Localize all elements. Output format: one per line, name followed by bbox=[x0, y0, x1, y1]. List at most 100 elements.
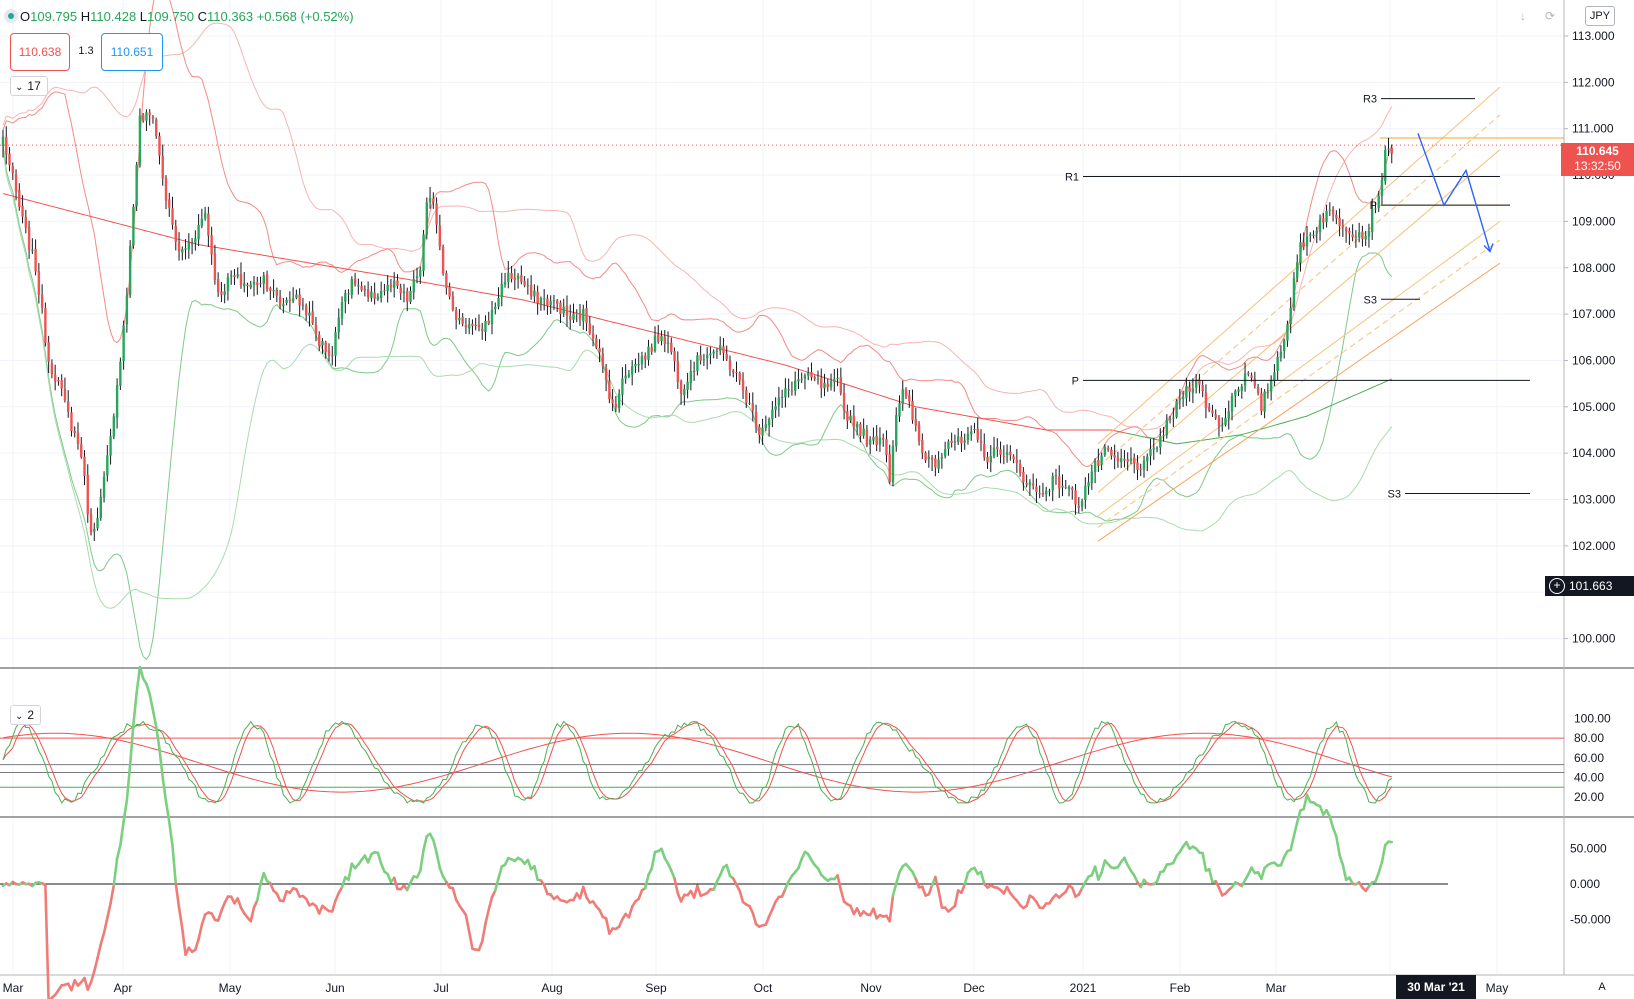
candle-body bbox=[1282, 340, 1286, 352]
change-value: +0.568 (+0.52%) bbox=[256, 9, 354, 24]
candle-body bbox=[1299, 242, 1302, 263]
momentum-segment bbox=[914, 877, 921, 889]
candle-body bbox=[1064, 486, 1067, 488]
momentum-segment bbox=[637, 888, 644, 901]
candle-body bbox=[1318, 219, 1322, 232]
currency-button[interactable]: JPY bbox=[1585, 6, 1615, 26]
candle-body bbox=[738, 372, 741, 381]
price-tick-label: 108.000 bbox=[1572, 261, 1616, 275]
add-alert-icon[interactable]: + bbox=[1549, 578, 1565, 594]
candle-body bbox=[409, 290, 412, 303]
candle-body bbox=[324, 342, 327, 352]
candle-body bbox=[1035, 486, 1038, 493]
candle-body bbox=[992, 447, 996, 457]
stoch-indicators-toggle[interactable]: ⌄ 2 bbox=[10, 705, 42, 725]
candle-body bbox=[451, 296, 455, 311]
candle-body bbox=[588, 323, 591, 334]
download-icon[interactable]: ↓ bbox=[1520, 9, 1526, 23]
candle-body bbox=[777, 397, 781, 406]
candle-body bbox=[1159, 435, 1162, 448]
candle-body bbox=[1243, 373, 1247, 386]
close-value: 110.363 bbox=[207, 9, 254, 24]
channel-line bbox=[1097, 220, 1501, 517]
candle-body bbox=[223, 291, 226, 296]
momentum-segment bbox=[1292, 821, 1299, 837]
candle-body bbox=[44, 308, 47, 343]
candle-body bbox=[852, 415, 856, 428]
candle-body bbox=[875, 436, 878, 446]
candle-body bbox=[591, 333, 595, 339]
candle-body bbox=[816, 378, 820, 380]
lower-band-outer bbox=[2, 148, 1393, 609]
candle-body bbox=[471, 323, 474, 327]
time-tick-label: Jun bbox=[325, 981, 344, 995]
candle-body bbox=[86, 474, 89, 515]
candle-body bbox=[1296, 262, 1299, 278]
time-tick-label: May bbox=[1486, 981, 1509, 995]
momentum-segment bbox=[418, 848, 425, 873]
momentum-segment bbox=[604, 917, 611, 935]
candle-body bbox=[1022, 471, 1025, 483]
momentum-segment bbox=[718, 865, 725, 877]
candle-body bbox=[1168, 418, 1172, 421]
candle-body bbox=[70, 412, 73, 432]
candle-body bbox=[220, 291, 223, 295]
candle-body bbox=[1335, 214, 1338, 219]
candle-body bbox=[174, 226, 177, 242]
momentum-segment bbox=[158, 747, 165, 779]
momentum-segment bbox=[650, 850, 657, 870]
pivot-levels: R3 R1 P S3 P S3 bbox=[1065, 94, 1530, 500]
main-indicators-toggle[interactable]: ⌄ 17 bbox=[10, 76, 48, 96]
refresh-icon[interactable]: ⟳ bbox=[1544, 9, 1556, 23]
candle-body bbox=[295, 294, 298, 298]
time-tick-label: Mar bbox=[1266, 981, 1287, 995]
candle-body bbox=[927, 456, 931, 460]
buy-button[interactable]: 110.651 bbox=[101, 33, 163, 71]
price-tick-label: 100.000 bbox=[1572, 632, 1616, 646]
momentum-segment bbox=[86, 980, 93, 991]
candle-body bbox=[608, 380, 611, 400]
momentum-segment bbox=[764, 915, 771, 926]
candle-body bbox=[1371, 209, 1374, 233]
candle-body bbox=[624, 375, 627, 379]
candle-body bbox=[855, 423, 859, 428]
candle-body bbox=[1123, 458, 1126, 461]
candle-body bbox=[901, 389, 904, 405]
chevron-down-icon: ⌄ bbox=[15, 711, 24, 722]
candle-body bbox=[719, 344, 722, 351]
candle-body bbox=[158, 136, 161, 156]
candle-body bbox=[282, 304, 285, 307]
candle-body bbox=[1198, 379, 1201, 385]
crosshair-date-tag: 30 Mar '21 bbox=[1396, 975, 1476, 999]
candle-body bbox=[1302, 242, 1305, 247]
momentum-segment bbox=[236, 897, 243, 909]
candle-body bbox=[67, 401, 70, 412]
sell-button[interactable]: 110.638 bbox=[10, 33, 70, 71]
candle-body bbox=[389, 284, 393, 288]
candle-body bbox=[917, 424, 921, 442]
candle-body bbox=[1234, 390, 1237, 396]
candle-body bbox=[396, 280, 399, 287]
candle-body bbox=[1348, 230, 1351, 234]
candle-body bbox=[467, 324, 471, 329]
momentum-segment bbox=[1305, 793, 1312, 804]
candle-body bbox=[670, 342, 673, 352]
auto-scale-button[interactable]: A bbox=[1598, 981, 1606, 993]
candle-body bbox=[751, 403, 754, 411]
momentum-segment bbox=[979, 870, 986, 886]
candle-body bbox=[226, 277, 230, 291]
momentum-segment bbox=[122, 799, 129, 823]
stoch-indicator-count: 2 bbox=[27, 708, 35, 722]
candle-body bbox=[308, 312, 311, 316]
momentum-segment bbox=[340, 875, 347, 889]
candle-body bbox=[435, 203, 438, 225]
candle-body bbox=[797, 378, 800, 382]
candle-body bbox=[836, 377, 839, 379]
momentum-segment bbox=[376, 851, 383, 865]
crosshair-price-tag[interactable]: +101.663 bbox=[1545, 576, 1634, 596]
symbol-status-icon[interactable] bbox=[4, 9, 18, 23]
momentum-segment bbox=[1380, 843, 1387, 864]
candle-body bbox=[119, 361, 122, 386]
momentum-segment bbox=[99, 931, 106, 946]
